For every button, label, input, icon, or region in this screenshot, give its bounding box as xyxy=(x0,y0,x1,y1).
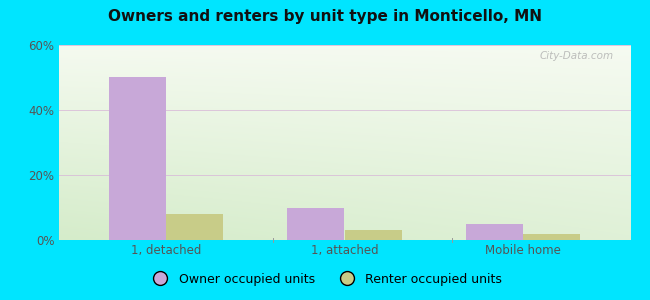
Bar xyxy=(523,233,580,240)
Legend: Owner occupied units, Renter occupied units: Owner occupied units, Renter occupied un… xyxy=(143,268,507,291)
Text: City-Data.com: City-Data.com xyxy=(540,51,614,61)
Bar xyxy=(287,208,344,240)
Bar xyxy=(109,77,166,240)
Bar xyxy=(166,214,223,240)
Text: Owners and renters by unit type in Monticello, MN: Owners and renters by unit type in Monti… xyxy=(108,9,542,24)
Bar xyxy=(466,224,523,240)
Bar xyxy=(344,230,402,240)
